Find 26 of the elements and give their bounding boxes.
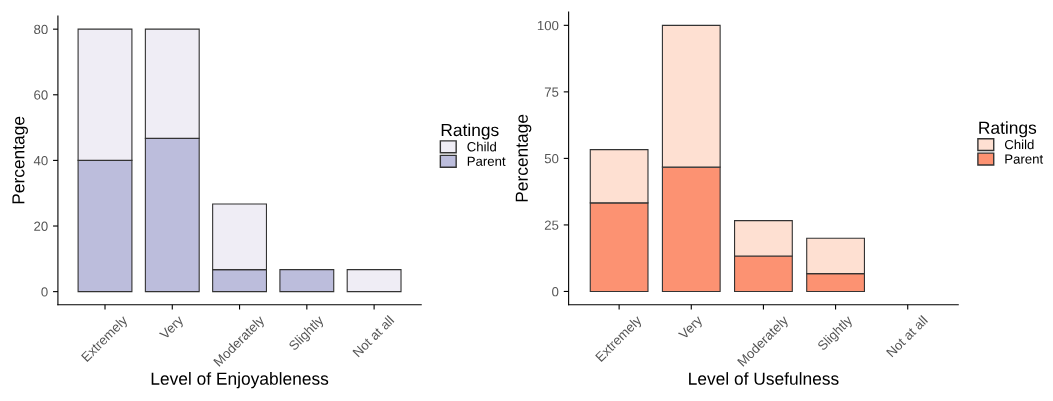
y-tick-label: 20 <box>34 221 48 231</box>
legend-label: Child <box>1004 139 1034 150</box>
y-axis-title: Percentage <box>515 114 532 202</box>
legend-title: Ratings <box>441 123 499 140</box>
bar <box>279 269 335 293</box>
bar <box>346 269 402 293</box>
y-axis-title: Percentage <box>12 116 28 204</box>
y-tick-label: 0 <box>41 287 48 297</box>
y-tick-label: 25 <box>544 220 559 230</box>
y-tick-label: 60 <box>34 90 48 100</box>
x-tick-label: Not at all <box>352 315 395 358</box>
y-tick-label: 75 <box>544 87 559 97</box>
legend-title: Ratings <box>979 121 1037 138</box>
y-tick-label: 80 <box>34 24 48 35</box>
x-tick-label: Not at all <box>885 315 929 358</box>
legend-label: Child <box>467 141 496 152</box>
y-tick-label: 100 <box>537 20 559 31</box>
legend-label: Parent <box>467 156 506 166</box>
x-axis-title: Level of Enjoyableness <box>151 372 329 389</box>
y-tick-label: 40 <box>33 155 48 166</box>
x-axis-title: Level of Usefulness <box>689 372 839 385</box>
x-tick-label: Very <box>158 314 186 342</box>
y-tick-label: 50 <box>544 153 559 164</box>
x-tick-label: Very <box>677 314 705 342</box>
y-tick-label: 0 <box>552 287 559 297</box>
legend-label: Parent <box>1005 154 1044 164</box>
